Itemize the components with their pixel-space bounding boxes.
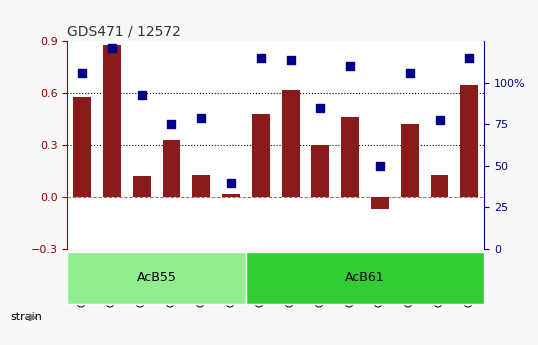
Point <box>226 180 235 185</box>
Bar <box>430 175 449 197</box>
Bar <box>401 125 419 197</box>
Point <box>137 92 146 98</box>
Point <box>316 105 325 110</box>
Point <box>376 163 384 169</box>
Point <box>406 70 414 75</box>
Point <box>197 116 206 121</box>
Point <box>108 45 116 50</box>
Bar <box>73 97 91 197</box>
FancyBboxPatch shape <box>246 252 484 304</box>
Bar <box>162 140 180 197</box>
Text: AcB55: AcB55 <box>137 272 176 285</box>
Point <box>167 122 176 127</box>
Point <box>286 57 295 63</box>
Bar <box>252 114 270 197</box>
Bar <box>222 194 240 197</box>
Text: strain: strain <box>11 313 43 322</box>
FancyBboxPatch shape <box>67 252 246 304</box>
Bar <box>312 145 329 197</box>
Bar <box>103 45 121 197</box>
Bar <box>371 197 389 209</box>
Text: GDS471 / 12572: GDS471 / 12572 <box>67 25 181 39</box>
Point <box>435 118 444 123</box>
Bar <box>341 118 359 197</box>
Bar <box>133 176 151 197</box>
Point <box>257 55 265 61</box>
Bar <box>282 90 300 197</box>
Point <box>78 70 87 75</box>
Bar <box>192 175 210 197</box>
Text: AcB61: AcB61 <box>345 272 385 285</box>
Bar <box>461 85 478 197</box>
Point <box>465 55 473 61</box>
Point <box>346 63 355 69</box>
